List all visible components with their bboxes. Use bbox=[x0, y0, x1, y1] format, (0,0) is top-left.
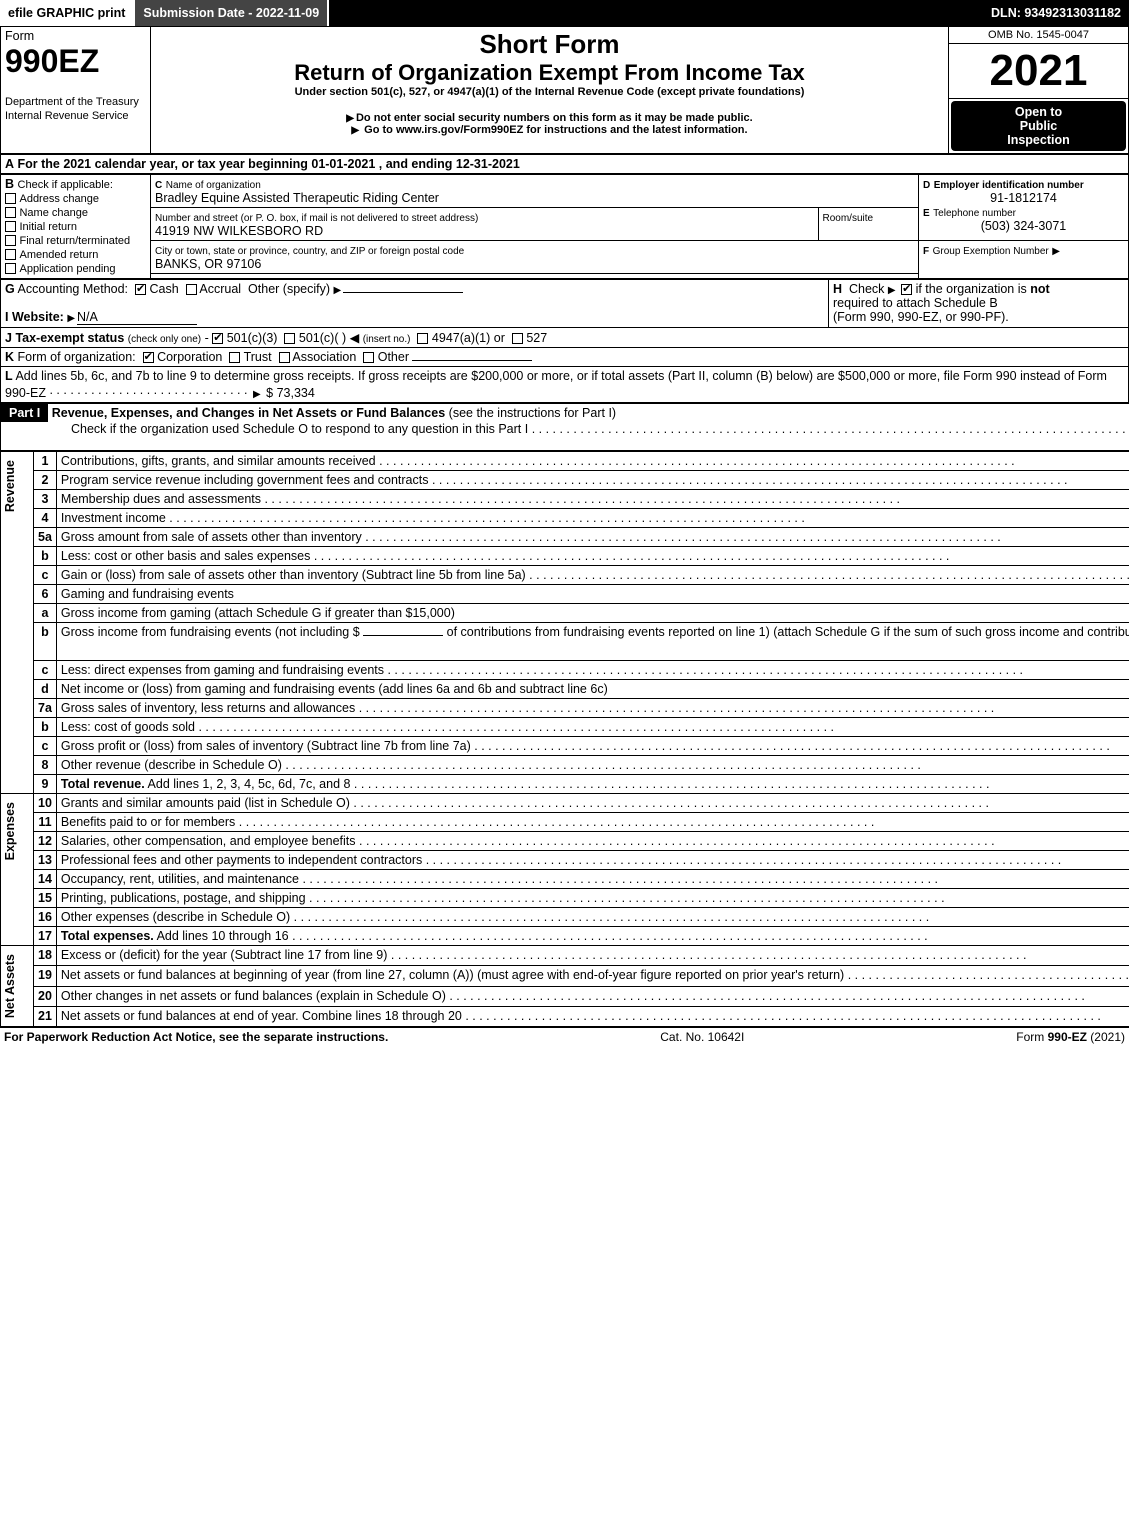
i-label: Website: bbox=[12, 310, 64, 324]
page-footer: For Paperwork Reduction Act Notice, see … bbox=[0, 1027, 1129, 1046]
line-a-text: For the 2021 calendar year, or tax year … bbox=[18, 157, 520, 171]
c-name-label: Name of organization bbox=[166, 180, 261, 191]
efile-label[interactable]: efile GRAPHIC print bbox=[0, 0, 135, 26]
goto-link[interactable]: Go to www.irs.gov/Form990EZ for instruct… bbox=[155, 124, 944, 136]
part1-label: Part I bbox=[1, 404, 48, 422]
ghijkl-block: G Accounting Method: Cash Accrual Other … bbox=[0, 279, 1129, 403]
b-label: Check if applicable: bbox=[18, 179, 113, 191]
chk-address-change[interactable] bbox=[5, 193, 16, 204]
6b-contrib[interactable] bbox=[363, 635, 443, 636]
submission-date: Submission Date - 2022-11-09 bbox=[135, 0, 329, 26]
f-label: Group Exemption Number bbox=[933, 246, 1049, 257]
chk-501c3[interactable] bbox=[212, 333, 223, 344]
line-1-desc: Contributions, gifts, grants, and simila… bbox=[61, 454, 376, 468]
spacer bbox=[329, 0, 983, 26]
chk-other-org[interactable] bbox=[363, 352, 374, 363]
form-number: 990EZ bbox=[5, 43, 99, 79]
form-header: Form 990EZ Department of the Treasury In… bbox=[0, 26, 1129, 154]
city-state-zip: BANKS, OR 97106 bbox=[155, 257, 261, 271]
chk-final-return[interactable] bbox=[5, 235, 16, 246]
lines-table: Revenue 1 Contributions, gifts, grants, … bbox=[0, 451, 1129, 1027]
chk-501c[interactable] bbox=[284, 333, 295, 344]
dept-label: Department of the Treasury Internal Reve… bbox=[5, 96, 139, 122]
d-label: Employer identification number bbox=[934, 180, 1084, 191]
line-2-desc: Program service revenue including govern… bbox=[61, 473, 429, 487]
g-label: Accounting Method: bbox=[18, 282, 129, 296]
street: 41919 NW WILKESBORO RD bbox=[155, 224, 323, 238]
chk-amended[interactable] bbox=[5, 249, 16, 260]
short-form-title: Short Form bbox=[155, 29, 944, 60]
chk-corp[interactable] bbox=[143, 352, 154, 363]
e-label: Telephone number bbox=[933, 208, 1016, 219]
dln-number: DLN: 93492313031182 bbox=[983, 0, 1129, 26]
entity-block: B Check if applicable: Address change Na… bbox=[0, 174, 1129, 279]
chk-name-change[interactable] bbox=[5, 207, 16, 218]
tax-year: 2021 bbox=[949, 44, 1129, 99]
section-a: A For the 2021 calendar year, or tax yea… bbox=[0, 154, 1129, 174]
goto-text: Go to www.irs.gov/Form990EZ for instruct… bbox=[364, 124, 747, 136]
chk-initial-return[interactable] bbox=[5, 221, 16, 232]
omb-number: OMB No. 1545-0047 bbox=[949, 27, 1129, 44]
room-label: Room/suite bbox=[823, 213, 874, 224]
part1-header: Part I Revenue, Expenses, and Changes in… bbox=[0, 403, 1129, 451]
part1-head: Revenue, Expenses, and Changes in Net As… bbox=[52, 406, 445, 420]
footer-mid: Cat. No. 10642I bbox=[660, 1030, 744, 1044]
j-label: Tax-exempt status bbox=[15, 331, 124, 345]
street-label: Number and street (or P. O. box, if mail… bbox=[155, 213, 478, 224]
website: N/A bbox=[77, 310, 197, 325]
other-specify[interactable] bbox=[343, 292, 463, 293]
top-bar: efile GRAPHIC print Submission Date - 20… bbox=[0, 0, 1129, 26]
phone: (503) 324-3071 bbox=[923, 219, 1124, 233]
chk-h[interactable] bbox=[901, 284, 912, 295]
return-title: Return of Organization Exempt From Incom… bbox=[155, 60, 944, 86]
vlabel-netassets: Net Assets bbox=[1, 946, 19, 1026]
chk-cash[interactable] bbox=[135, 284, 146, 295]
chk-app-pending[interactable] bbox=[5, 263, 16, 274]
l-amount: $ 73,334 bbox=[266, 386, 315, 400]
part1-check-text: Check if the organization used Schedule … bbox=[1, 422, 1129, 436]
chk-trust[interactable] bbox=[229, 352, 240, 363]
k-label: Form of organization: bbox=[18, 350, 136, 364]
ssn-warning: Do not enter social security numbers on … bbox=[155, 112, 944, 124]
ein: 91-1812174 bbox=[923, 191, 1124, 205]
footer-left: For Paperwork Reduction Act Notice, see … bbox=[4, 1030, 388, 1044]
vlabel-expenses: Expenses bbox=[1, 794, 19, 868]
city-label: City or town, state or province, country… bbox=[155, 246, 464, 257]
chk-4947[interactable] bbox=[417, 333, 428, 344]
chk-assoc[interactable] bbox=[279, 352, 290, 363]
other-org[interactable] bbox=[412, 360, 532, 361]
chk-527[interactable] bbox=[512, 333, 523, 344]
chk-accrual[interactable] bbox=[186, 284, 197, 295]
org-name: Bradley Equine Assisted Therapeutic Ridi… bbox=[155, 191, 439, 205]
form-label: Form bbox=[5, 29, 34, 43]
open-inspection: Open to Public Inspection bbox=[951, 101, 1126, 151]
footer-right: Form 990-EZ (2021) bbox=[1016, 1030, 1125, 1044]
subtitle: Under section 501(c), 527, or 4947(a)(1)… bbox=[155, 86, 944, 98]
vlabel-revenue: Revenue bbox=[1, 452, 19, 520]
